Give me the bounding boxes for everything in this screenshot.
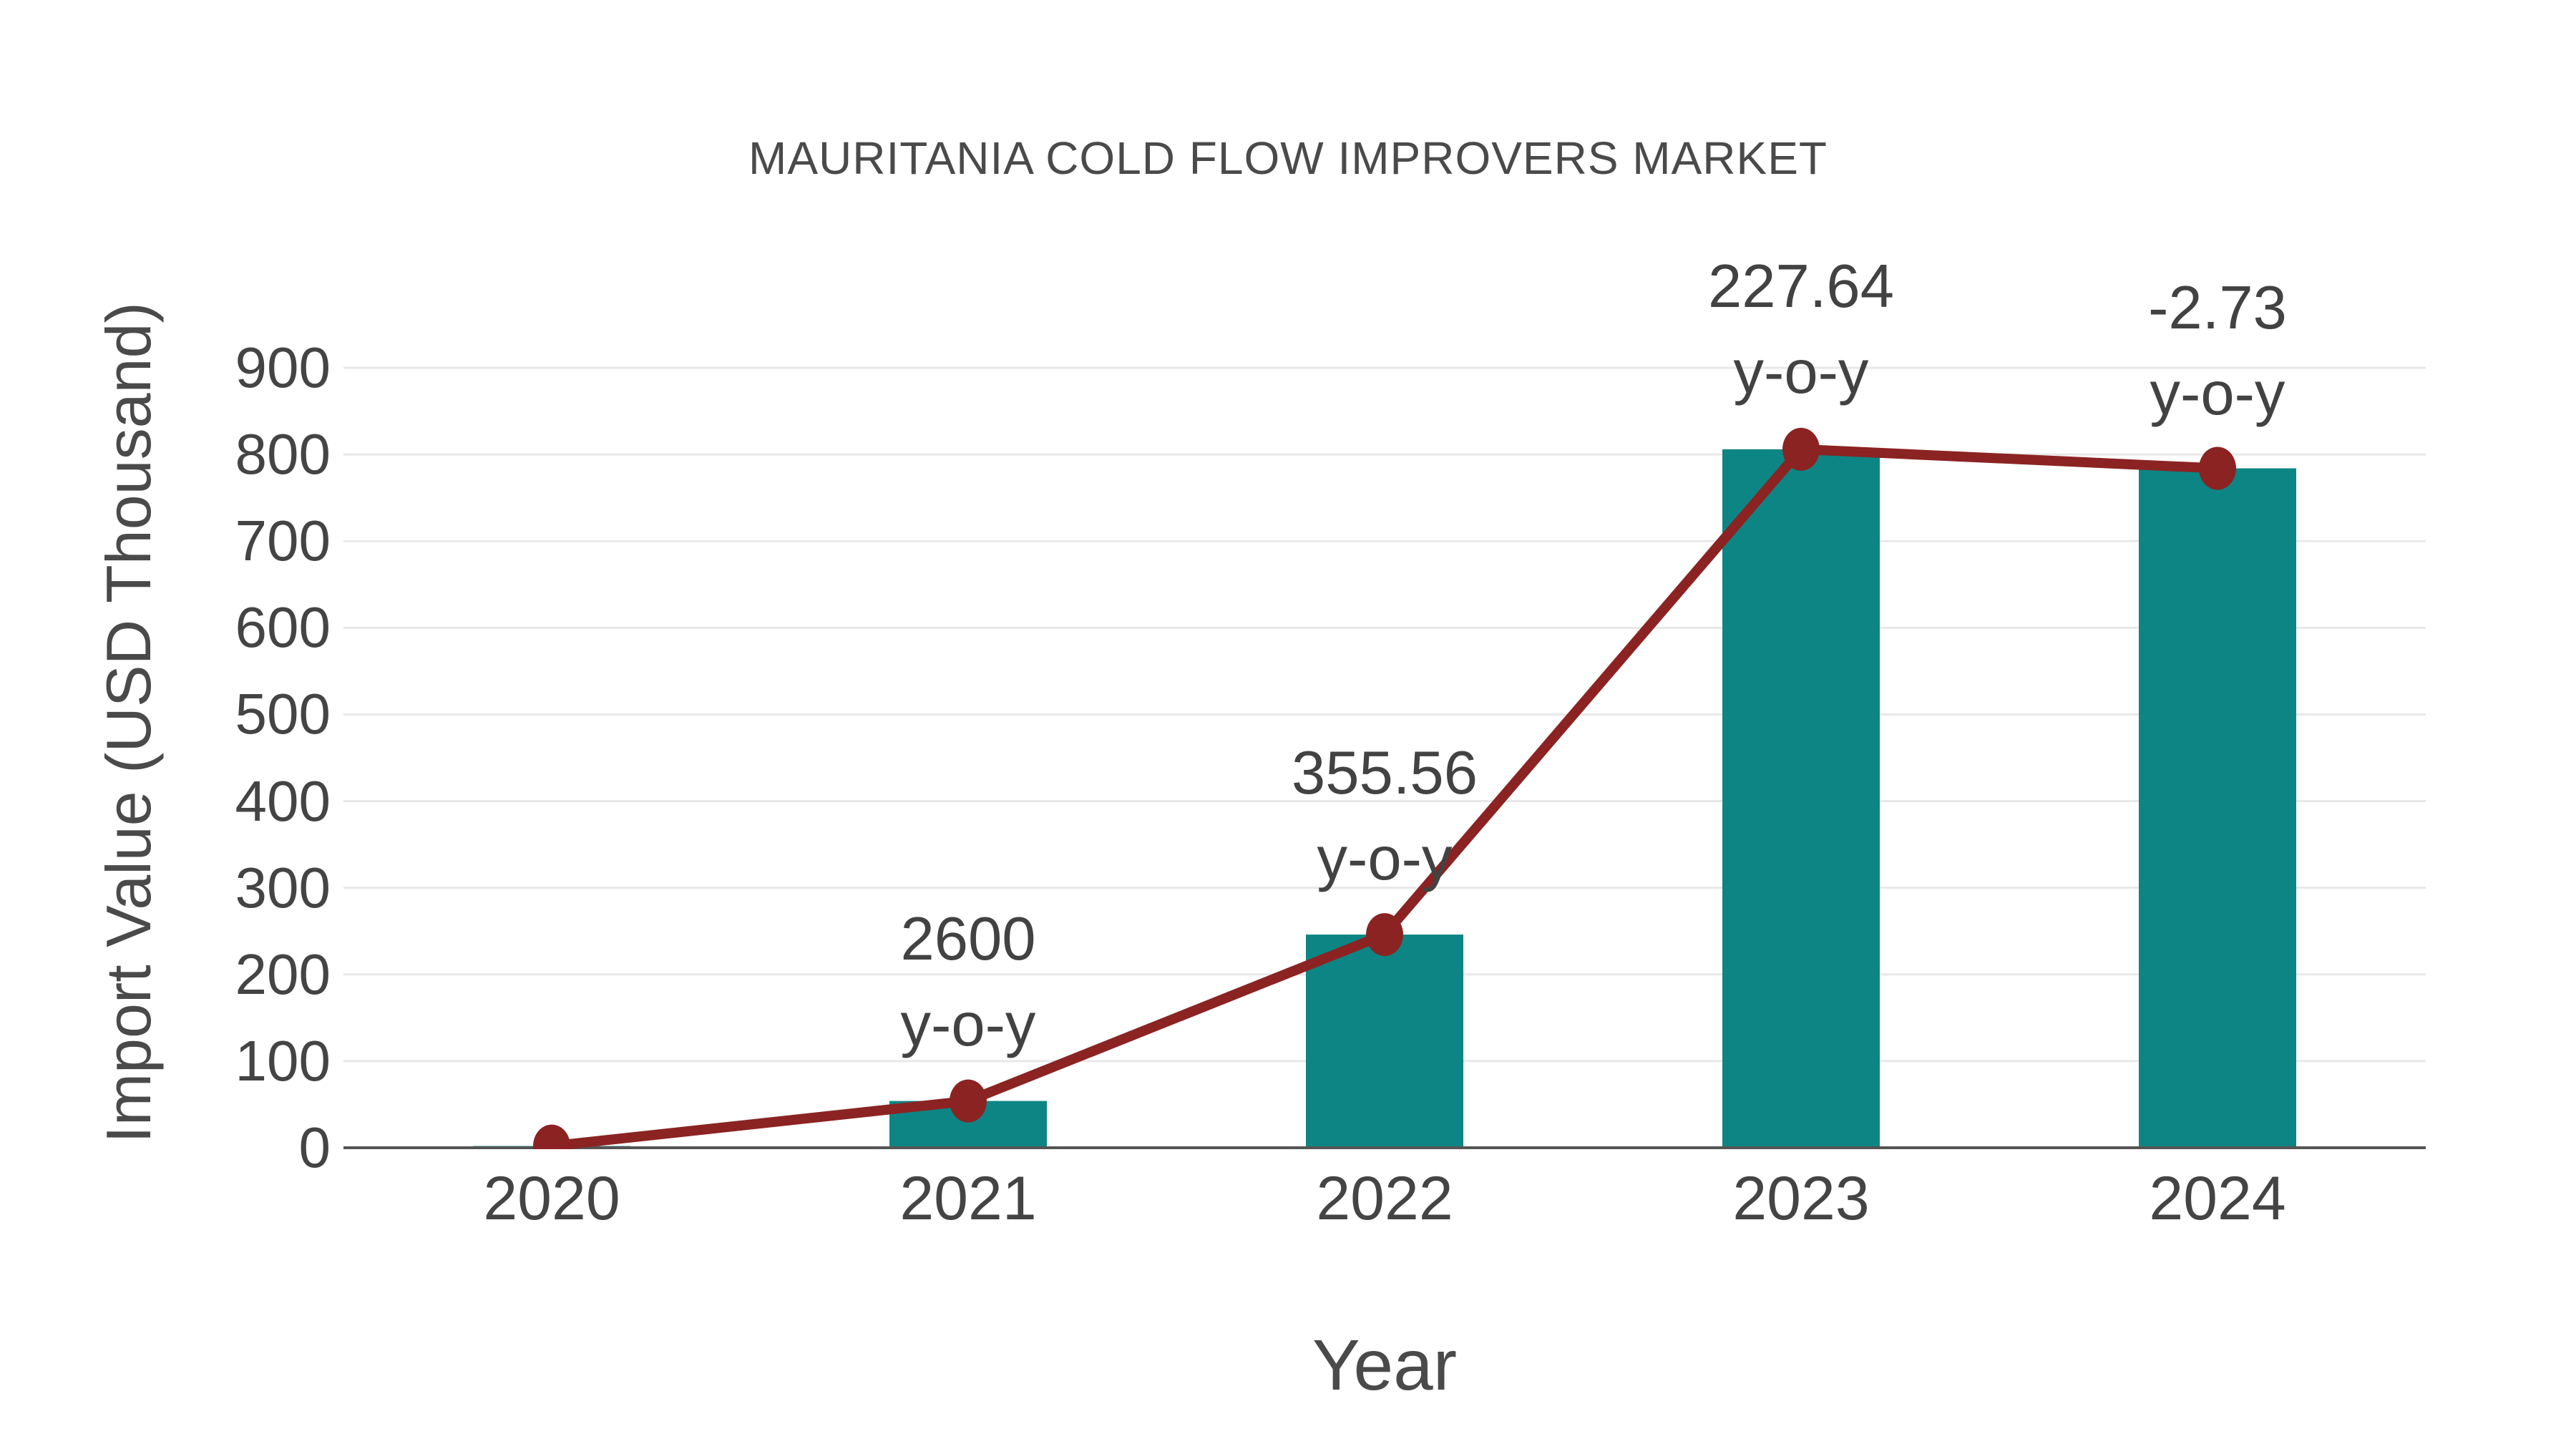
line-series — [533, 427, 2236, 1149]
annotation-2021: 2600 y-o-y — [718, 897, 1219, 1068]
annotation-unit: y-o-y — [2150, 360, 2285, 428]
bar-2024 — [2139, 468, 2296, 1148]
line-marker-2024 — [2199, 447, 2236, 490]
annotation-value: -2.73 — [2148, 274, 2287, 342]
annotation-unit: y-o-y — [1317, 825, 1453, 893]
y-tick-label-900: 900 — [235, 336, 331, 399]
x-axis-title: Year — [1312, 1325, 1458, 1405]
line-marker-2023 — [1782, 427, 1820, 471]
annotation-unit: y-o-y — [900, 991, 1036, 1059]
line-marker-2022 — [1366, 913, 1403, 957]
annotation-2023: 227.64 y-o-y — [1551, 244, 2051, 416]
annotation-value: 2600 — [900, 905, 1036, 973]
y-tick-label-700: 700 — [235, 509, 331, 573]
x-tick-label-2020: 2020 — [483, 1164, 620, 1233]
bar-series — [473, 449, 2296, 1148]
bar-2022 — [1306, 935, 1463, 1148]
x-tick-label-2023: 2023 — [1732, 1164, 1870, 1233]
x-tick-label-2022: 2022 — [1316, 1164, 1453, 1233]
annotation-value: 355.56 — [1292, 739, 1478, 807]
x-tick-label-2021: 2021 — [899, 1164, 1037, 1233]
chart-title: MAURITANIA COLD FLOW IMPROVERS MARKET — [748, 132, 1828, 184]
y-tick-label-300: 300 — [235, 855, 331, 919]
y-tick-label-0: 0 — [298, 1116, 331, 1179]
y-tick-label-800: 800 — [235, 422, 331, 487]
line-marker-2021 — [950, 1079, 987, 1123]
line-marker-2020 — [533, 1124, 570, 1149]
annotation-2022: 355.56 y-o-y — [1134, 731, 1635, 902]
annotation-2024: -2.73 y-o-y — [1967, 265, 2468, 437]
y-tick-label-500: 500 — [235, 682, 331, 746]
y-tick-label-200: 200 — [235, 942, 331, 1006]
y-tick-label-100: 100 — [235, 1028, 331, 1093]
y-tick-label-400: 400 — [235, 769, 331, 833]
x-tick-label-2024: 2024 — [2149, 1164, 2286, 1233]
bar-2023 — [1722, 449, 1880, 1148]
annotation-unit: y-o-y — [1733, 338, 1869, 406]
annotation-value: 227.64 — [1708, 253, 1894, 321]
y-tick-label-600: 600 — [235, 595, 331, 660]
